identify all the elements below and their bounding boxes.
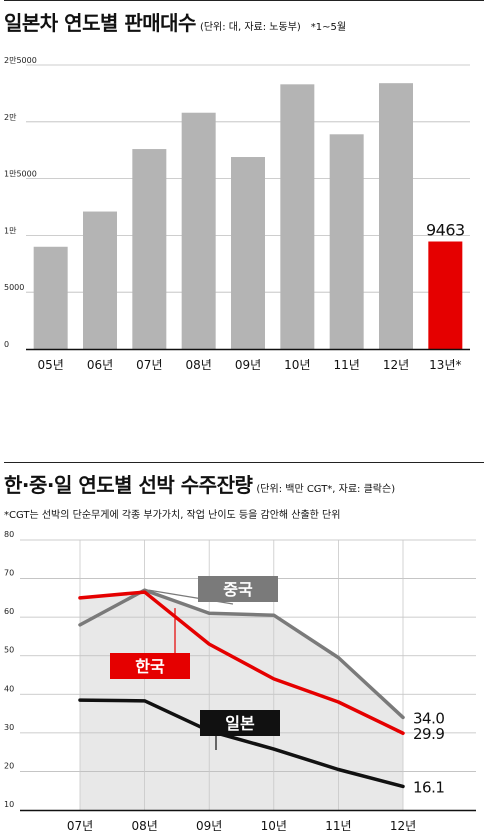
shipbuilding-backlog-panel: 한·중·일 연도별 선박 수주잔량 (단위: 백만 CGT*, 자료: 클락슨) … (0, 462, 484, 840)
x-tick-label: 08년 (131, 819, 157, 833)
x-tick-label: 05년 (38, 358, 64, 372)
y-tick-label: 20 (4, 761, 14, 770)
bar (280, 84, 315, 349)
series-end-label: 16.1 (413, 778, 444, 796)
chart1-title-line: 일본차 연도별 판매대수 (단위: 대, 자료: 노동부) *1~5월 (4, 7, 346, 36)
bar (329, 134, 364, 349)
chart1-unit-note: (단위: 대, 자료: 노동부) (199, 22, 301, 33)
series-line-일본 (78, 698, 405, 789)
y-tick-label: 5000 (4, 283, 24, 292)
y-tick-label: 80 (4, 530, 14, 539)
x-tick-label: 10년 (284, 358, 310, 372)
legend-box (110, 653, 190, 679)
y-tick-label: 1만 (4, 226, 17, 235)
x-tick-label: 10년 (261, 819, 287, 833)
y-tick-label: 50 (4, 646, 14, 655)
x-tick-label: 13년* (429, 358, 461, 372)
chart2-footnote: *CGT는 선박의 단순무게에 각종 부가가치, 작업 난이도 등을 감안해 산… (4, 510, 341, 521)
bar-chart: 0 5000 1만 1만5000 2만 2만5000 05년 06년 07년 08년 09년 10년 1… (4, 56, 470, 372)
bar (132, 149, 167, 349)
x-tick-label: 12년 (390, 819, 416, 833)
chart2-header: 한·중·일 연도별 선박 수주잔량 (단위: 백만 CGT*, 자료: 클락슨) (4, 462, 484, 497)
series-line-중국 (78, 588, 405, 720)
series-end-label: 29.9 (413, 725, 444, 743)
legend-label: 일본 (225, 714, 255, 733)
shaded-area (80, 590, 403, 810)
y-tick-label: 70 (4, 569, 14, 578)
line-chart: 10 20 30 40 50 60 70 80 07년 08년 09년 10년 11년 12년 34.029… (4, 530, 476, 833)
x-tick-label: 09년 (235, 358, 261, 372)
bar (83, 211, 117, 349)
legend-box (200, 710, 280, 736)
y-tick-label: 60 (4, 607, 14, 616)
legend-box (198, 576, 278, 602)
y-tick-label: 2만5000 (4, 56, 37, 65)
y-tick-label: 10 (4, 800, 14, 809)
x-tick-label: 07년 (67, 819, 93, 833)
x-tick-label: 07년 (136, 358, 162, 372)
y-tick-label: 1만5000 (4, 170, 37, 179)
x-tick-label: 09년 (196, 819, 222, 833)
chart1-header: 일본차 연도별 판매대수 (단위: 대, 자료: 노동부) *1~5월 (4, 0, 484, 35)
y-tick-label: 30 (4, 723, 14, 732)
bar (379, 83, 413, 350)
chart2-title-line: 한·중·일 연도별 선박 수주잔량 (단위: 백만 CGT*, 자료: 클락슨) (4, 469, 395, 498)
bar-data-label: 9463 (426, 221, 465, 240)
series-line-한국 (78, 590, 405, 735)
chart1-period-note: *1~5월 (310, 22, 347, 33)
x-tick-label: 06년 (87, 358, 113, 372)
bar (181, 112, 216, 349)
japan-car-sales-panel: 일본차 연도별 판매대수 (단위: 대, 자료: 노동부) *1~5월 0 5000 1… (4, 0, 484, 372)
y-tick-label: 0 (4, 340, 9, 349)
chart2-unit-note: (단위: 백만 CGT*, 자료: 클락슨) (256, 484, 396, 495)
y-tick-label: 40 (4, 684, 14, 693)
x-tick-label: 11년 (325, 819, 351, 833)
bar (231, 157, 265, 349)
bar (428, 241, 463, 349)
chart1-title: 일본차 연도별 판매대수 (4, 11, 196, 35)
bar (33, 246, 68, 349)
legend-label: 한국 (135, 657, 165, 676)
x-tick-label: 08년 (186, 358, 212, 372)
x-tick-label: 12년 (383, 358, 409, 372)
legend-label: 중국 (223, 580, 253, 599)
y-tick-label: 2만 (4, 113, 17, 122)
chart2-title: 한·중·일 연도별 선박 수주잔량 (4, 473, 253, 497)
x-tick-label: 11년 (334, 358, 360, 372)
series-end-label: 34.0 (413, 709, 444, 727)
